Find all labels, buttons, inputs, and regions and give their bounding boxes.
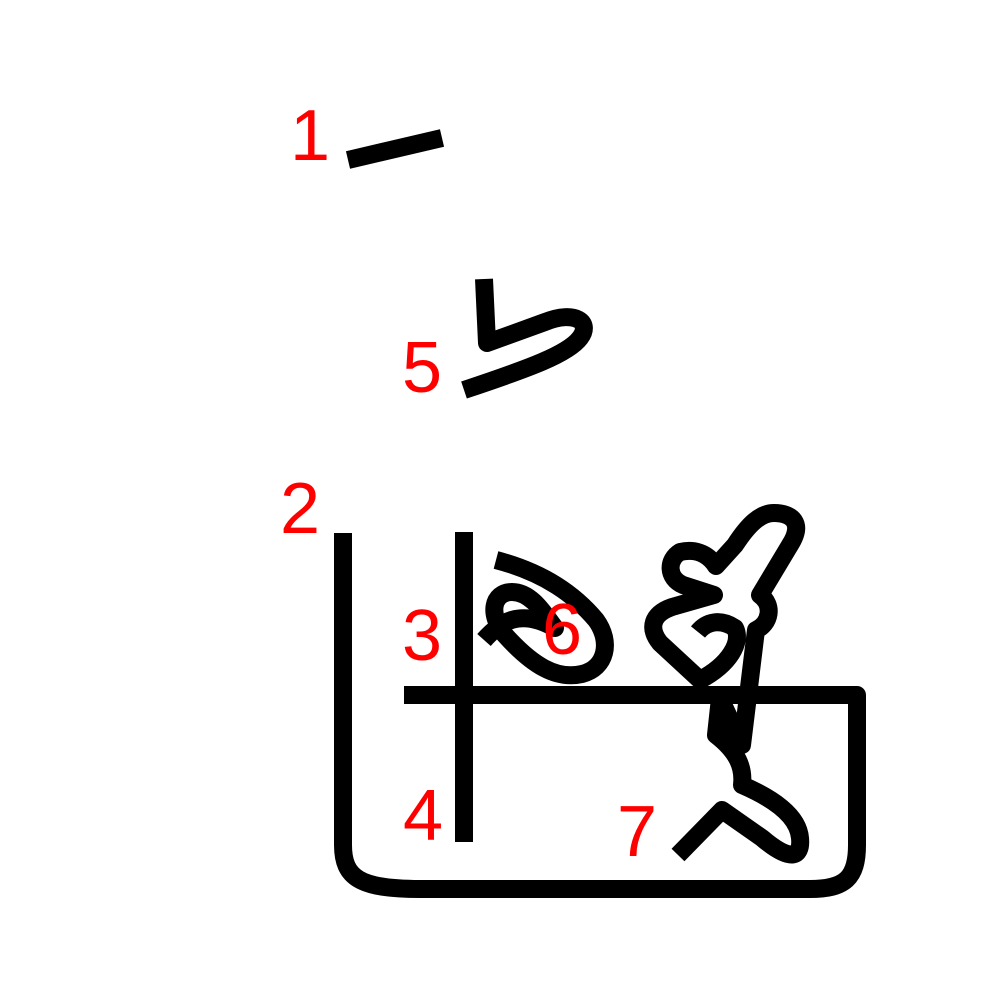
stroke-5 [461,278,593,399]
strokes [334,129,866,898]
stroke-numbers: 1 2 3 4 5 6 7 [280,96,657,872]
stroke-number-3: 3 [402,596,442,676]
stroke-number-7: 7 [617,792,657,872]
stroke-7 [644,504,810,864]
stroke-number-4: 4 [403,776,443,856]
stroke-number-5: 5 [402,328,442,408]
stroke-1 [345,129,445,169]
stroke-2 [334,533,866,898]
stroke-6 [477,551,614,685]
stroke-number-2: 2 [280,469,320,549]
stroke-number-1: 1 [290,96,330,176]
stroke-number-6: 6 [542,590,582,670]
